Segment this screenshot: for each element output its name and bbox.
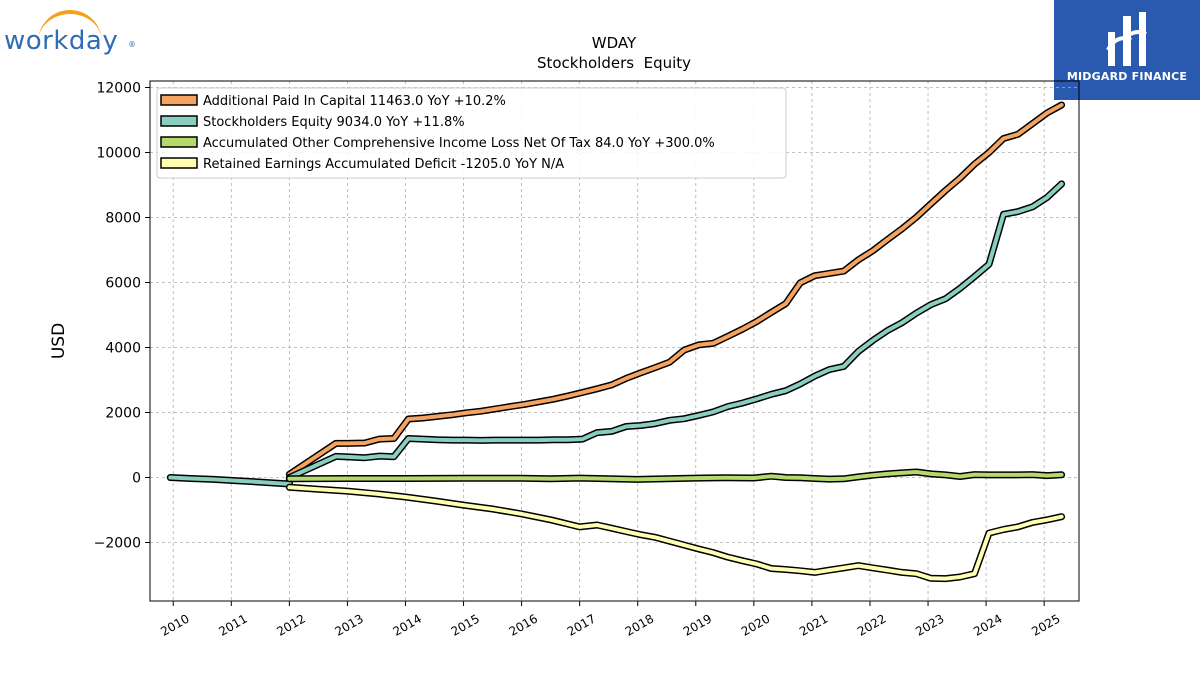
x-tick-label: 2022 (855, 611, 888, 638)
series-line-3 (285, 483, 1066, 583)
x-tick-label: 2020 (739, 611, 772, 638)
legend-label: Additional Paid In Capital 11463.0 YoY +… (203, 94, 506, 109)
y-tick-label: 2000 (105, 406, 141, 422)
legend-swatch (160, 115, 198, 127)
plot-frame (149, 80, 1080, 602)
midgard-finance-logo-text: MIDGARD FINANCE (1066, 70, 1188, 83)
series-stroke (287, 485, 1064, 581)
chart-title: WDAY (592, 34, 637, 52)
y-tick-label: 10000 (96, 146, 141, 162)
x-tick-label: 2011 (216, 611, 249, 638)
x-tick-label: 2010 (158, 611, 191, 638)
midgard-finance-logo: MIDGARD FINANCE (1054, 0, 1200, 100)
x-axis: 2010 2011 2012 2013 2014 2015 2016 2017 2018 2019… (158, 601, 1063, 639)
legend: Additional Paid In Capital 11463.0 YoY +… (156, 87, 787, 179)
x-tick-label: 2025 (1029, 611, 1062, 638)
x-tick-label: 2023 (913, 611, 946, 638)
workday-logo: workday ® (4, 4, 136, 60)
x-tick-label: 2016 (507, 611, 540, 638)
midgard-mark-icon (1104, 10, 1150, 70)
x-tick-label: 2019 (681, 611, 714, 638)
x-tick-label: 2015 (449, 611, 482, 638)
y-tick-label: −2000 (94, 536, 141, 552)
series-line-1 (166, 180, 1066, 488)
y-tick-label: 12000 (96, 81, 141, 97)
y-tick-label: 4000 (105, 341, 141, 357)
x-tick-label: 2017 (565, 611, 598, 638)
series-line-0 (285, 101, 1066, 478)
series-lines (166, 101, 1066, 583)
x-tick-label: 2013 (332, 611, 365, 638)
y-tick-label: 6000 (105, 276, 141, 292)
legend-label: Accumulated Other Comprehensive Income L… (203, 136, 715, 151)
legend-swatch (160, 157, 198, 169)
registered-mark: ® (128, 40, 136, 49)
logo-arc-icon (38, 10, 102, 42)
series-stroke (168, 181, 1064, 486)
x-tick-label: 2018 (623, 611, 656, 638)
y-axis: −2000 0 2000 4000 6000 8000 10000 12000 (94, 81, 150, 552)
legend-swatch (160, 136, 198, 148)
legend-label: Retained Earnings Accumulated Deficit -1… (203, 157, 564, 172)
y-tick-label: 0 (132, 471, 141, 487)
series-stroke (287, 103, 1064, 477)
chart-subtitle: Stockholders Equity (537, 54, 691, 72)
series-stroke (287, 470, 1064, 482)
x-tick-label: 2014 (391, 611, 424, 638)
y-tick-label: 8000 (105, 211, 141, 227)
workday-logo-text: workday (4, 26, 119, 56)
series-line-2 (285, 468, 1066, 483)
x-tick-label: 2012 (274, 611, 307, 638)
legend-label: Stockholders Equity 9034.0 YoY +11.8% (203, 115, 465, 130)
legend-swatch (160, 94, 198, 106)
x-tick-label: 2024 (971, 611, 1004, 638)
x-tick-label: 2021 (797, 611, 830, 638)
y-axis-label: USD (49, 323, 69, 359)
legend-box (156, 87, 787, 179)
